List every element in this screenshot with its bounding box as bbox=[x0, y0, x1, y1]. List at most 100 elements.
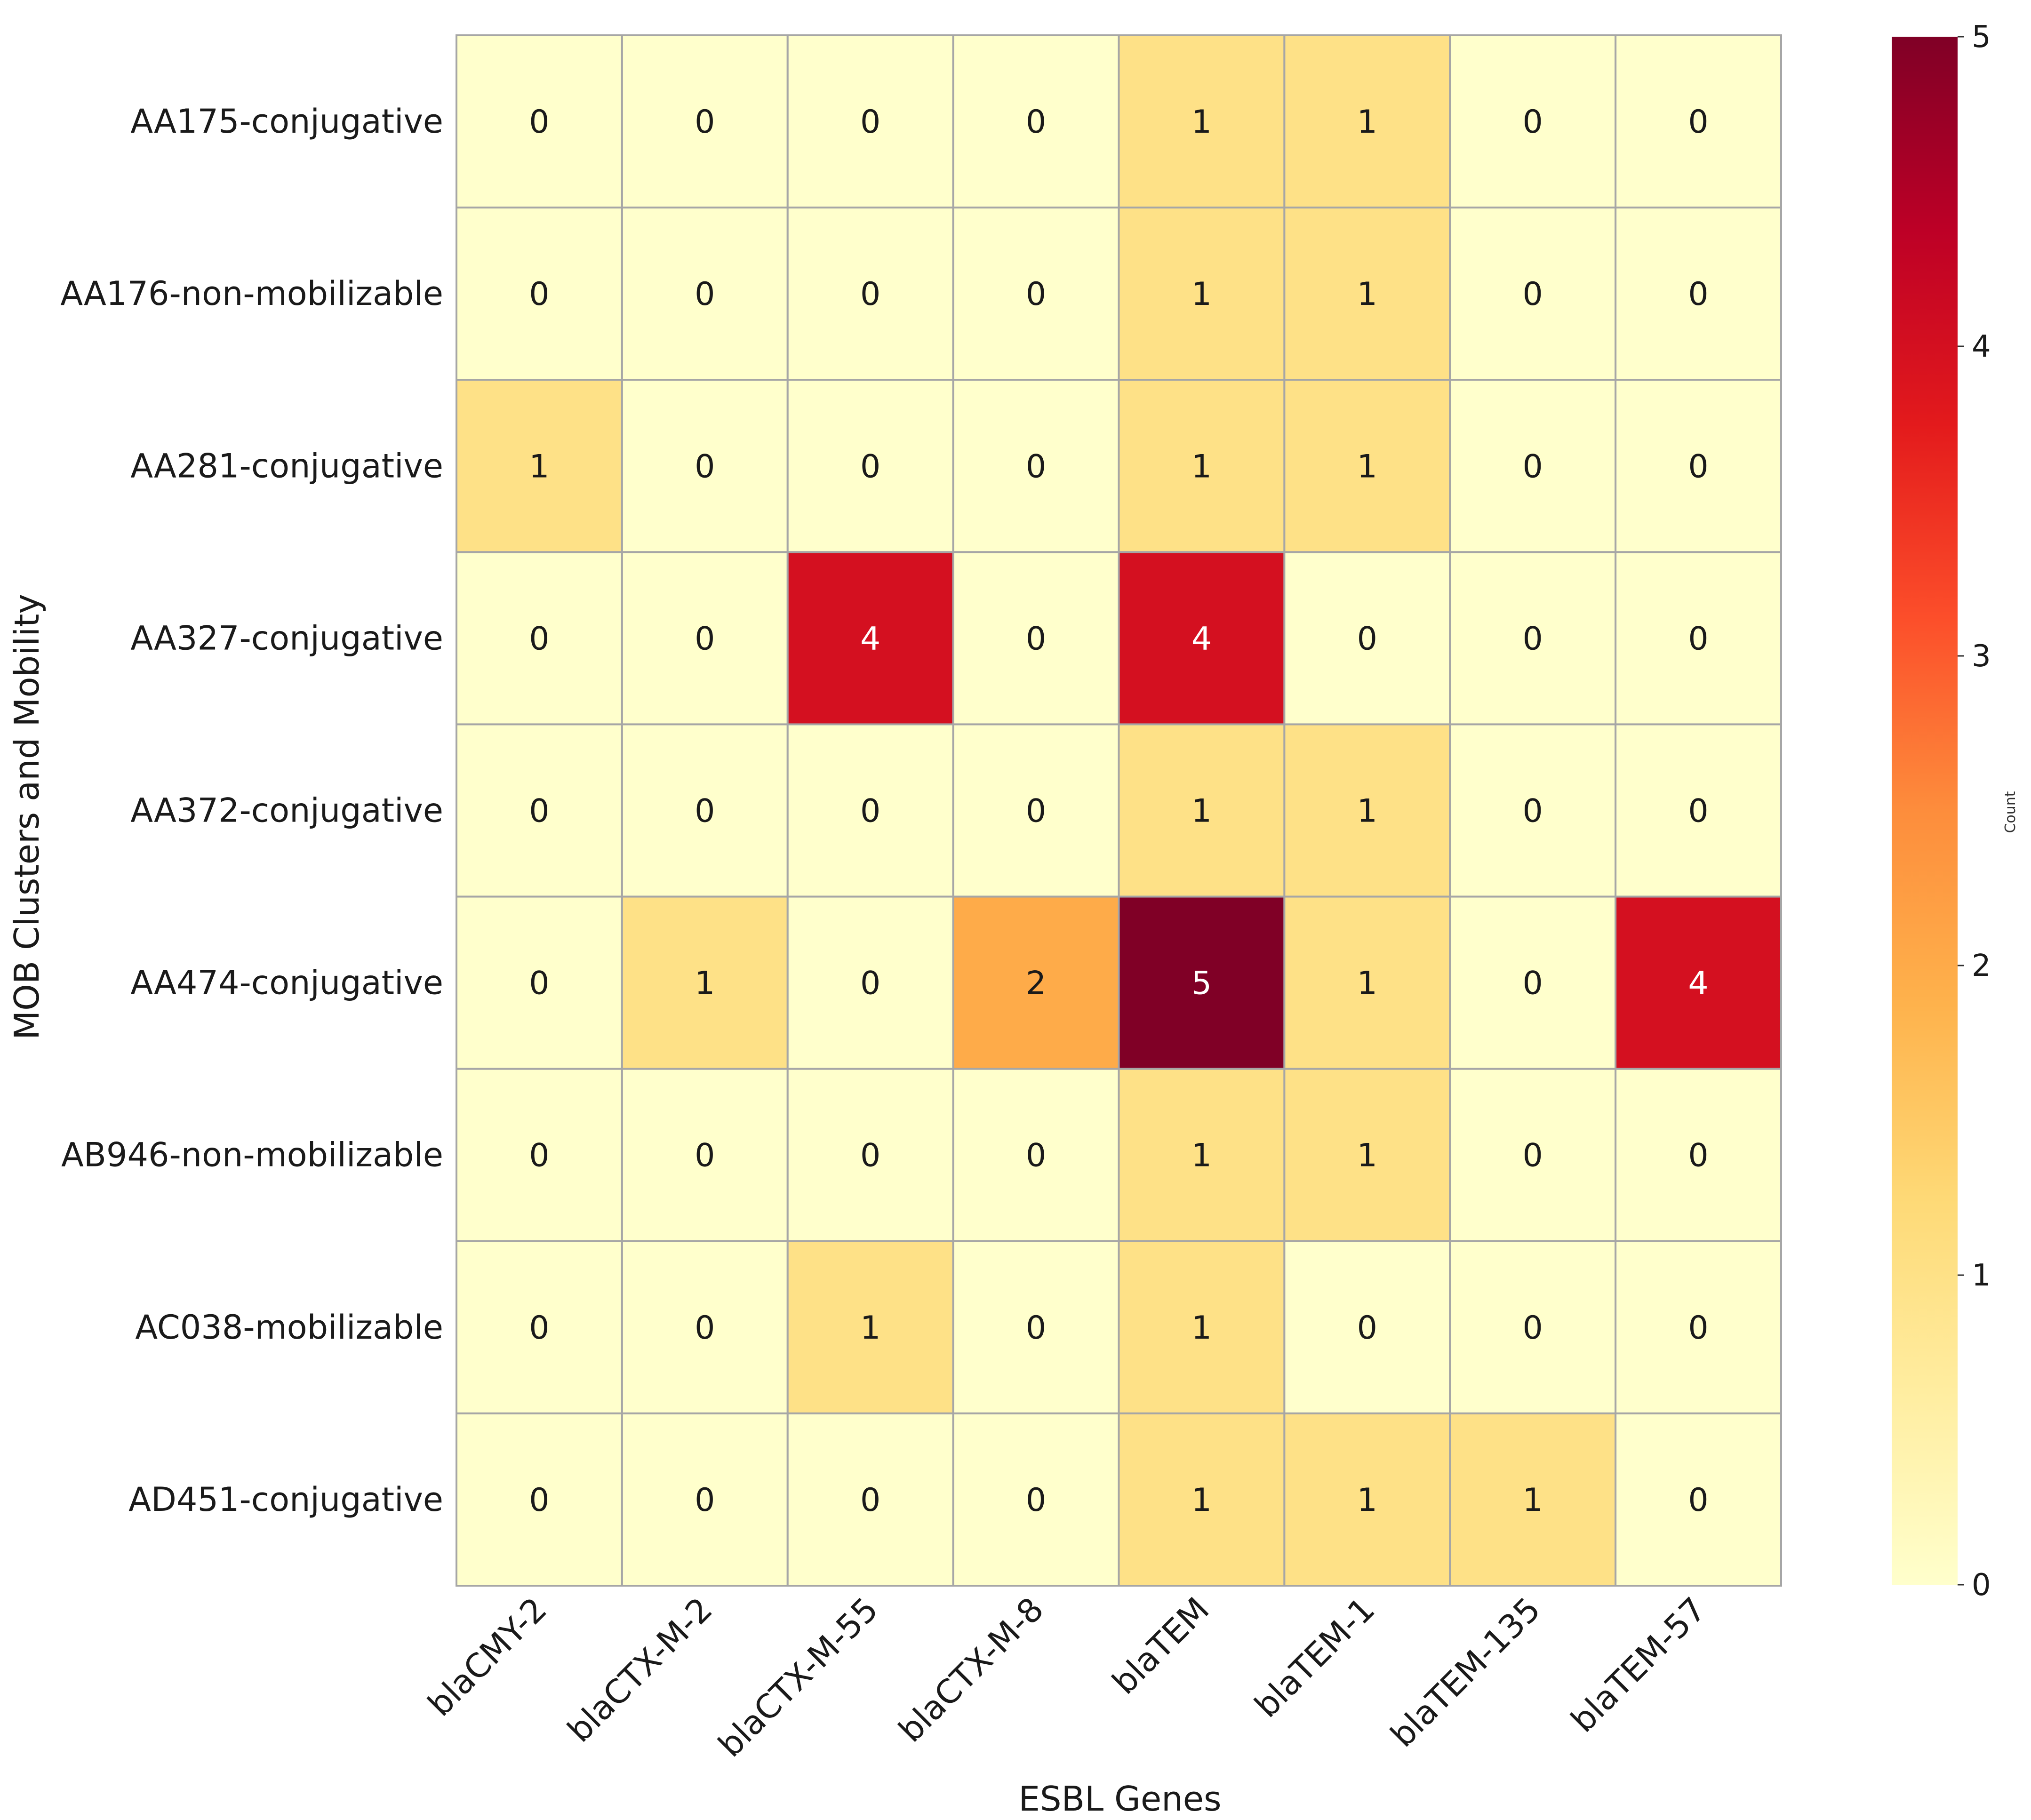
heatmap-cell bbox=[1449, 1412, 1617, 1587]
heatmap-cell bbox=[952, 379, 1120, 553]
colorbar: 0 1 2 3 4 5 bbox=[1892, 20, 1991, 1603]
cell-value-label: 0 bbox=[1523, 965, 1543, 1002]
cell-value-label: 0 bbox=[1026, 620, 1046, 657]
cell-value-label: 0 bbox=[529, 104, 549, 141]
heatmap-cell bbox=[1449, 895, 1617, 1070]
cell-value-label: 0 bbox=[695, 1137, 715, 1174]
cell-value-label: 0 bbox=[1688, 448, 1708, 485]
heatmap-cell bbox=[1449, 723, 1617, 898]
cell-value-label: 0 bbox=[529, 1482, 549, 1519]
cell-value-label: 0 bbox=[1523, 448, 1543, 485]
cell-value-label: 0 bbox=[695, 620, 715, 657]
cell-value-label: 0 bbox=[529, 965, 549, 1002]
y-tick-label: AC038-mobilizable bbox=[135, 1308, 443, 1347]
cell-value-label: 0 bbox=[1688, 104, 1708, 141]
cell-value-label: 1 bbox=[1523, 1482, 1543, 1519]
cell-value-label: 0 bbox=[860, 104, 880, 141]
colorbar-label: Count bbox=[2002, 791, 2019, 833]
heatmap-cell bbox=[1615, 207, 1782, 381]
x-tick-label: blaCMY-2 bbox=[420, 1590, 554, 1724]
cell-value-label: 0 bbox=[1026, 793, 1046, 830]
cell-value-label: 0 bbox=[1523, 276, 1543, 313]
cell-value-label: 0 bbox=[695, 793, 715, 830]
heatmap-cell bbox=[621, 1412, 789, 1587]
cell-value-label: 0 bbox=[1357, 620, 1377, 657]
heatmap-cell bbox=[1615, 34, 1782, 209]
colorbar-tick-label: 4 bbox=[1972, 329, 1991, 364]
cell-value-label: 0 bbox=[695, 1482, 715, 1519]
y-tick-label: AB946-non-mobilizable bbox=[61, 1136, 443, 1174]
colorbar-tick-label: 0 bbox=[1972, 1568, 1991, 1603]
heatmap-cell bbox=[1118, 723, 1286, 898]
colorbar-tick-label: 1 bbox=[1972, 1258, 1991, 1293]
colorbar-tick-label: 5 bbox=[1972, 20, 1991, 55]
cell-value-label: 1 bbox=[1357, 104, 1377, 141]
cell-value-label: 1 bbox=[1191, 276, 1212, 313]
colorbar-tick-label: 2 bbox=[1972, 949, 1991, 983]
cell-value-label: 0 bbox=[1523, 1309, 1543, 1347]
heatmap-cell bbox=[1283, 723, 1451, 898]
heatmap-cell bbox=[1283, 207, 1451, 381]
heatmap-cell bbox=[786, 379, 954, 553]
y-tick-label: AA474-conjugative bbox=[130, 964, 443, 1002]
cell-value-label: 1 bbox=[1191, 448, 1212, 485]
y-tick-labels: AA175-conjugative AA176-non-mobilizable AA… bbox=[60, 102, 443, 1519]
heatmap-cells: 0 0 0 0 1 1 0 0 0 0 0 0 1 1 0 0 1 0 0 0 1 1 0 0 0 0 4 0 4 0 0 0 0 0 0 0 1 1 0 0… bbox=[456, 34, 1782, 1587]
cell-value-label: 0 bbox=[695, 1309, 715, 1347]
heatmap-cell bbox=[1615, 895, 1782, 1070]
heatmap-cell bbox=[1283, 895, 1451, 1070]
cell-value-label: 0 bbox=[1026, 104, 1046, 141]
heatmap-cell bbox=[952, 723, 1120, 898]
cell-value-label: 0 bbox=[1523, 1137, 1543, 1174]
heatmap-cell bbox=[1118, 207, 1286, 381]
cell-value-label: 0 bbox=[1357, 1309, 1377, 1347]
heatmap-cell bbox=[621, 895, 789, 1070]
y-tick-label: AD451-conjugative bbox=[128, 1480, 443, 1519]
heatmap-cell bbox=[456, 379, 623, 553]
heatmap-cell bbox=[1118, 1240, 1286, 1414]
cell-value-label: 1 bbox=[529, 448, 549, 485]
cell-value-label: 0 bbox=[529, 1137, 549, 1174]
cell-value-label: 0 bbox=[695, 276, 715, 313]
cell-value-label: 4 bbox=[1688, 965, 1708, 1002]
heatmap-cell bbox=[456, 1240, 623, 1414]
cell-value-label: 0 bbox=[860, 793, 880, 830]
heatmap-cell bbox=[621, 1068, 789, 1242]
x-tick-label: blaCTX-M-8 bbox=[891, 1590, 1051, 1750]
heatmap-cell bbox=[1118, 1412, 1286, 1587]
heatmap-cell bbox=[1118, 34, 1286, 209]
y-tick-label: AA176-non-mobilizable bbox=[60, 274, 443, 313]
cell-value-label: 4 bbox=[1191, 620, 1212, 657]
cell-value-label: 1 bbox=[1357, 276, 1377, 313]
heatmap-cell bbox=[786, 895, 954, 1070]
cell-value-label: 1 bbox=[1357, 965, 1377, 1002]
cell-value-label: 0 bbox=[695, 448, 715, 485]
cell-value-label: 1 bbox=[1357, 448, 1377, 485]
cell-value-label: 0 bbox=[1523, 620, 1543, 657]
cell-value-label: 0 bbox=[529, 620, 549, 657]
heatmap-cell bbox=[456, 1068, 623, 1242]
heatmap-cell bbox=[952, 207, 1120, 381]
cell-value-label: 0 bbox=[1523, 793, 1543, 830]
colorbar-gradient bbox=[1892, 37, 1958, 1585]
cell-value-label: 0 bbox=[860, 448, 880, 485]
cell-value-label: 0 bbox=[1026, 1482, 1046, 1519]
cell-value-label: 0 bbox=[529, 1309, 549, 1347]
heatmap-cell bbox=[1118, 1068, 1286, 1242]
cell-value-label: 1 bbox=[695, 965, 715, 1002]
cell-value-label: 0 bbox=[1026, 1137, 1046, 1174]
heatmap-cell bbox=[1283, 1412, 1451, 1587]
cell-value-label: 0 bbox=[1026, 448, 1046, 485]
cell-value-label: 0 bbox=[1026, 276, 1046, 313]
heatmap-cell bbox=[952, 34, 1120, 209]
cell-value-label: 1 bbox=[860, 1309, 880, 1347]
x-tick-label: blaTEM bbox=[1105, 1590, 1217, 1702]
heatmap-cell bbox=[1118, 551, 1286, 726]
heatmap-cell bbox=[456, 551, 623, 726]
heatmap-cell bbox=[1449, 551, 1617, 726]
heatmap-cell bbox=[621, 207, 789, 381]
heatmap-cell bbox=[621, 34, 789, 209]
heatmap-cell bbox=[1615, 1068, 1782, 1242]
